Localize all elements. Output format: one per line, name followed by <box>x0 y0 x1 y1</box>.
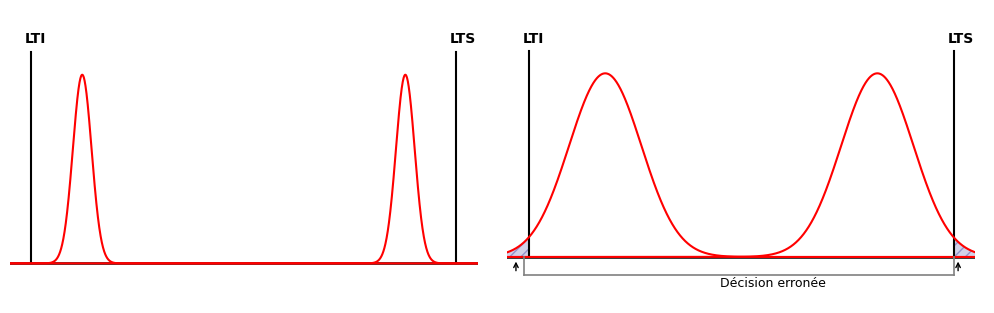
Text: LTI: LTI <box>522 32 543 46</box>
Text: LTS: LTS <box>449 33 476 46</box>
Text: Décision erronée: Décision erronée <box>720 277 825 290</box>
Text: LTI: LTI <box>25 33 46 46</box>
Text: LTS: LTS <box>946 32 973 46</box>
